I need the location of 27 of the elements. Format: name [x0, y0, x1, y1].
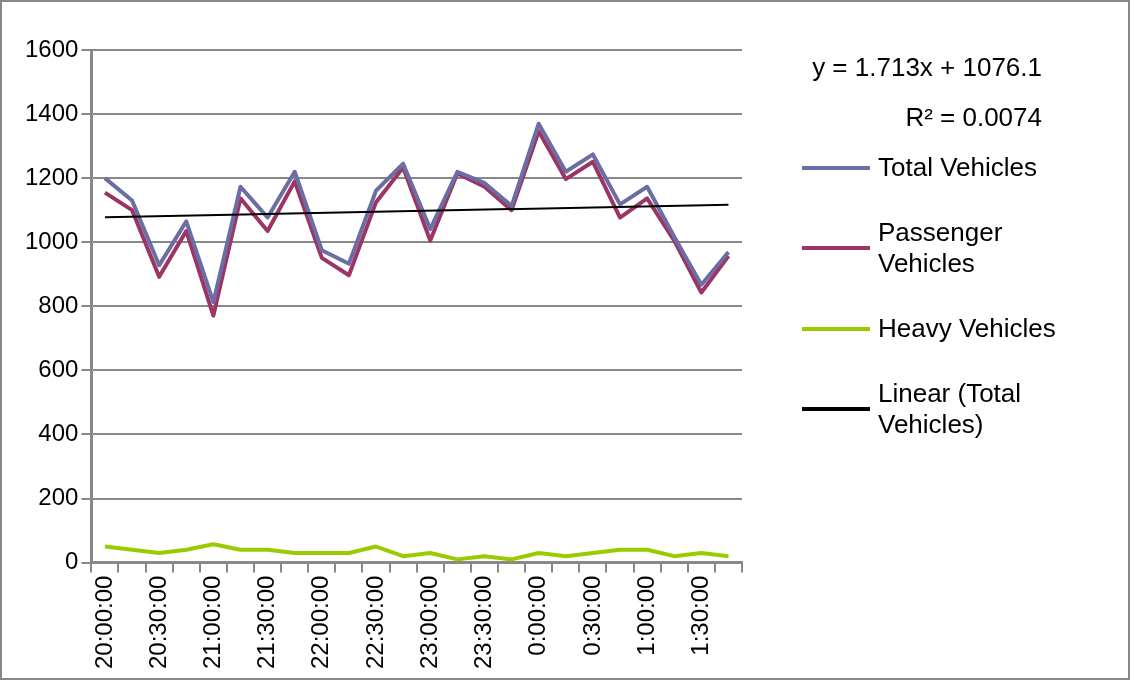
x-tick-label: 22:30:00 — [360, 575, 388, 669]
text: y = 1.713x + 1076.1 — [811, 51, 1042, 84]
x-tick-label: 0:00:00 — [523, 575, 551, 656]
y-tick-label: 800 — [38, 290, 79, 318]
legend-label: Heavy Vehicles — [878, 313, 1057, 344]
x-tick-label: 23:00:00 — [414, 575, 442, 669]
y-tick-label: 1600 — [25, 34, 79, 62]
x-tick-label: 1:00:00 — [631, 575, 659, 656]
x-tick-label: 0:30:00 — [577, 575, 605, 656]
legend-label: Total Vehicles — [878, 152, 1038, 183]
x-tick-label: 23:30:00 — [469, 575, 497, 669]
y-tick-label: 600 — [38, 354, 79, 382]
legend-label: Passenger Vehicles — [878, 217, 1004, 279]
x-tick-label: 21:00:00 — [198, 575, 225, 669]
legend-label: Linear (Total Vehicles) — [878, 378, 1023, 440]
x-tick-label: 20:00:00 — [89, 575, 117, 669]
x-tick-label: 22:00:00 — [306, 575, 334, 669]
y-tick-label: 400 — [38, 419, 79, 447]
y-tick-label: 1200 — [25, 162, 79, 190]
y-tick-label: 200 — [38, 483, 79, 511]
text: R² = 0.0074 — [904, 101, 1042, 134]
x-tick-label: 21:30:00 — [252, 575, 280, 669]
y-tick-label: 0 — [65, 547, 79, 575]
x-tick-label: 1:30:00 — [685, 575, 713, 656]
y-tick-label: 1000 — [25, 226, 79, 254]
y-tick-label: 1400 — [25, 98, 79, 126]
x-tick-label: 20:30:00 — [143, 575, 171, 669]
